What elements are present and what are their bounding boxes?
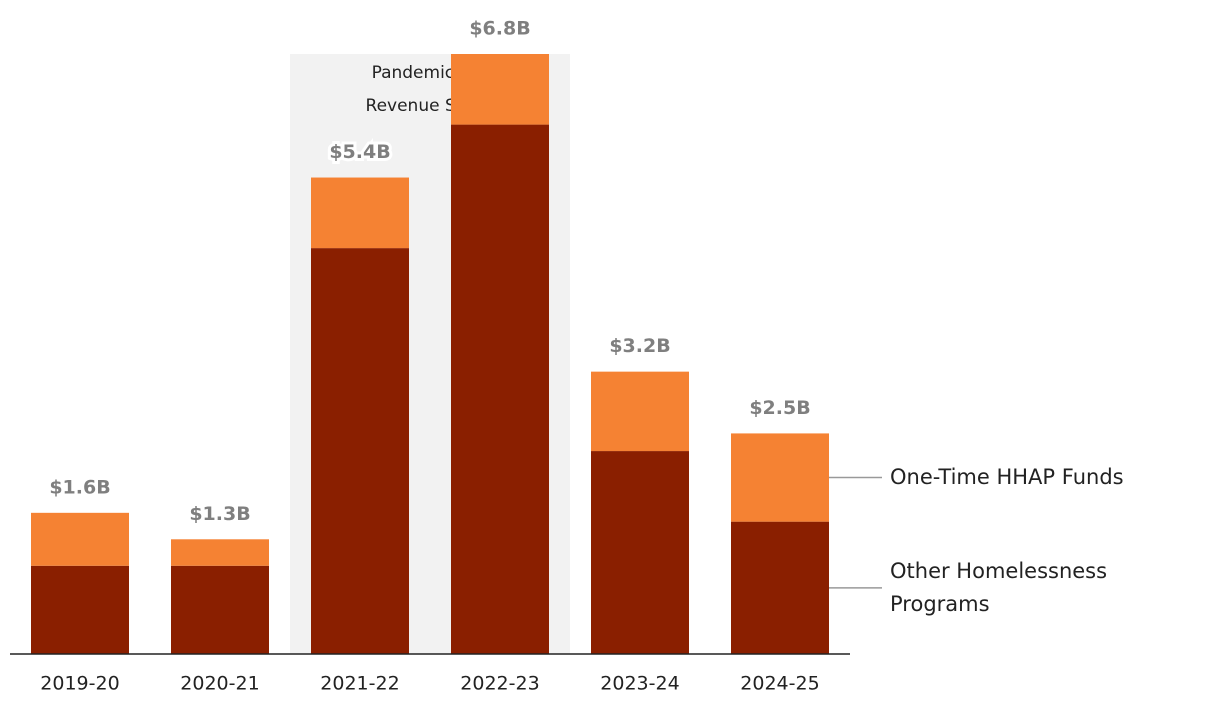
x-tick-label: 2020-21	[180, 673, 259, 695]
x-tick-label: 2022-23	[460, 673, 539, 695]
total-label: $3.2B	[609, 335, 670, 357]
total-label: $5.4B	[329, 141, 390, 163]
bar-segment	[171, 539, 269, 566]
x-tick-label: 2021-22	[320, 673, 399, 695]
legend-label: Other Homelessness Programs	[890, 558, 1108, 616]
bar-segment	[451, 124, 549, 654]
total-label: $1.3B	[189, 503, 250, 525]
bar-segment	[731, 521, 829, 654]
bar-segment	[31, 512, 129, 566]
x-tick-label: 2024-25	[740, 673, 819, 695]
bar-segment	[311, 248, 409, 654]
bar-segment	[31, 565, 129, 654]
x-tick-label: 2023-24	[600, 673, 679, 695]
x-tick-label: 2019-20	[40, 673, 119, 695]
total-label: $1.6B	[49, 476, 110, 498]
legend-label: One-Time HHAP Funds	[890, 465, 1124, 490]
bar-segment	[171, 565, 269, 654]
total-label: $6.8B	[469, 18, 530, 40]
bar-segment	[591, 451, 689, 654]
bar-segment	[311, 177, 409, 249]
bar-segment	[731, 433, 829, 522]
total-label: $2.5B	[749, 397, 810, 419]
bar-segment	[451, 54, 549, 125]
bar-segment	[591, 371, 689, 452]
